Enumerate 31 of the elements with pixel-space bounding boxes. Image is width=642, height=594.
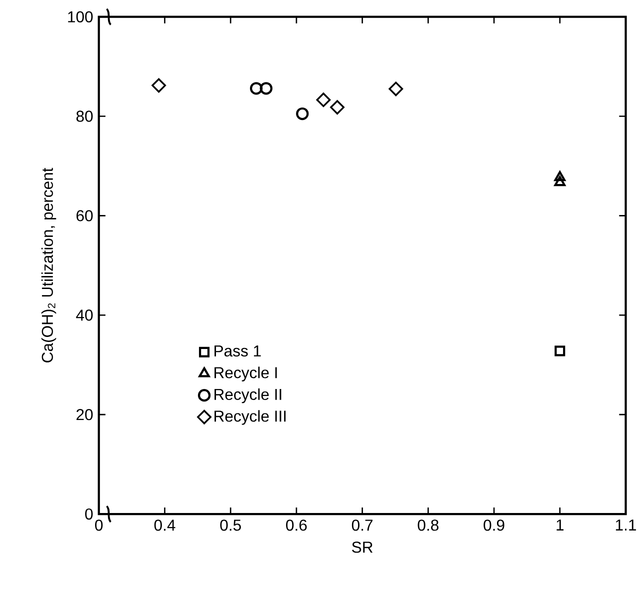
point: [152, 78, 166, 93]
point: [388, 82, 404, 96]
x-tick-label: 0.9: [484, 520, 504, 531]
x-tick-label: 1.1: [616, 520, 636, 530]
x-tick-label: 1: [556, 520, 564, 530]
x-axis-title: SR: [352, 542, 373, 553]
legend-label: Recycle I: [214, 366, 277, 382]
point: [296, 107, 309, 120]
x-tick-label: 0.4: [154, 520, 176, 531]
point: [250, 82, 263, 95]
y-tick-label: 60: [76, 210, 93, 222]
y-tick-label: 80: [76, 110, 93, 122]
point: [260, 82, 272, 95]
point: [316, 92, 331, 107]
point: [554, 346, 566, 356]
y-tick-label: 100: [68, 11, 93, 22]
x-tick-label: 0.5: [220, 520, 241, 531]
y-axis-title: Ca(OH)$_{2}$ Utilization, percent: [41, 168, 56, 362]
legend-label: Pass 1: [214, 345, 261, 356]
x-tick-label: 0.8: [418, 520, 438, 531]
y-tick-label: 20: [76, 408, 93, 420]
x-tick-label: 0.7: [352, 520, 372, 531]
point: [330, 100, 344, 114]
x-tick-label: 0: [95, 520, 103, 531]
x-tick-label: 0.6: [286, 520, 307, 531]
legend-label: Recycle III: [214, 410, 286, 425]
point: [554, 171, 566, 182]
y-tick-label: 40: [76, 310, 93, 321]
legend-label: Recycle II: [214, 388, 282, 404]
point: [554, 176, 566, 186]
y-tick-label: 0: [85, 508, 93, 520]
